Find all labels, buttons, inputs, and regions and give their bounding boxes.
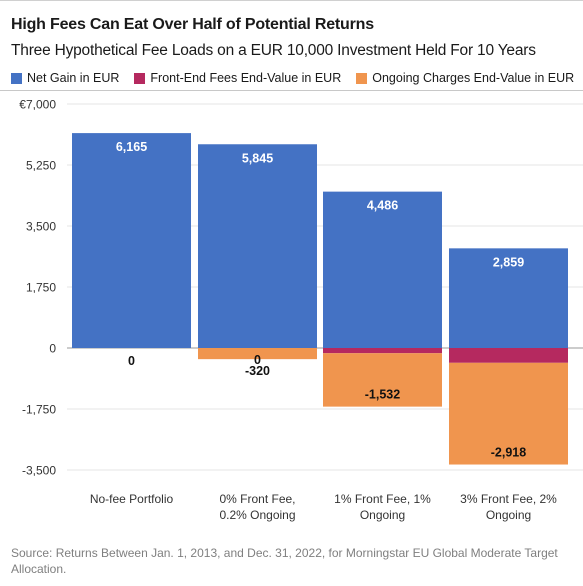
bar-net-gain	[72, 133, 191, 348]
y-tick-label: -1,750	[22, 403, 56, 417]
x-tick-label: 3% Front Fee, 2%	[460, 492, 557, 506]
chart-legend: Net Gain in EUR Front-End Fees End-Value…	[11, 70, 583, 86]
x-tick-label: Ongoing	[486, 508, 531, 522]
chart-title: High Fees Can Eat Over Half of Potential…	[11, 16, 374, 33]
data-label-net-gain: 2,859	[493, 255, 524, 269]
legend-label-net-gain: Net Gain in EUR	[27, 71, 120, 85]
x-tick-label: 0% Front Fee,	[219, 492, 295, 506]
data-label-net-gain: 6,165	[116, 140, 147, 154]
y-tick-label: 0	[49, 342, 56, 356]
chart-subtitle: Three Hypothetical Fee Loads on a EUR 10…	[11, 42, 536, 59]
legend-label-ongoing-charges: Ongoing Charges End-Value in EUR	[372, 71, 575, 85]
bar-ongoing-charges	[198, 348, 317, 360]
bar-ongoing-charges	[449, 362, 568, 465]
bar-net-gain	[449, 248, 568, 348]
data-label-zero: 0	[128, 354, 135, 368]
data-label-ongoing: -1,532	[365, 388, 400, 402]
source-note: Source: Returns Between Jan. 1, 2013, an…	[11, 546, 558, 576]
stacked-bar-chart: €7,000 5,250 3,500 1,750 0 -1,750 -3,500 6,165 0…	[19, 98, 583, 522]
plot-top-rule	[0, 90, 583, 91]
bar-front-end-fees	[449, 348, 568, 363]
y-tick-label: -3,500	[22, 464, 56, 478]
data-label-zero: 0	[254, 353, 261, 367]
bar-front-end-fees	[323, 348, 442, 354]
data-label-net-gain: 5,845	[242, 151, 273, 165]
legend-item-ongoing-charges[interactable]: Ongoing Charges End-Value in EUR	[356, 71, 574, 85]
bar-net-gain	[198, 144, 317, 348]
legend-swatch-front-end-fees	[134, 72, 146, 84]
x-tick-label: Ongoing	[360, 508, 405, 522]
top-border	[0, 0, 583, 1]
legend-swatch-ongoing-charges	[356, 72, 368, 84]
data-label-ongoing: -2,918	[491, 446, 526, 460]
data-label-net-gain: 4,486	[367, 199, 398, 213]
bar-ongoing-charges	[323, 353, 442, 407]
data-label-ongoing: -320	[245, 364, 270, 378]
y-tick-label: 5,250	[26, 159, 56, 173]
x-tick-label: 0.2% Ongoing	[219, 508, 295, 522]
legend-swatch-net-gain	[11, 72, 22, 84]
bar-net-gain	[323, 191, 442, 348]
legend-item-net-gain[interactable]: Net Gain in EUR	[11, 71, 119, 85]
legend-item-front-end-fees[interactable]: Front-End Fees End-Value in EUR	[134, 71, 341, 85]
y-tick-label: 3,500	[26, 220, 56, 234]
x-tick-label: No-fee Portfolio	[90, 492, 174, 506]
y-tick-label: €7,000	[19, 98, 56, 112]
x-tick-label: 1% Front Fee, 1%	[334, 492, 431, 506]
legend-label-front-end-fees: Front-End Fees End-Value in EUR	[150, 71, 342, 85]
y-tick-label: 1,750	[26, 281, 56, 295]
